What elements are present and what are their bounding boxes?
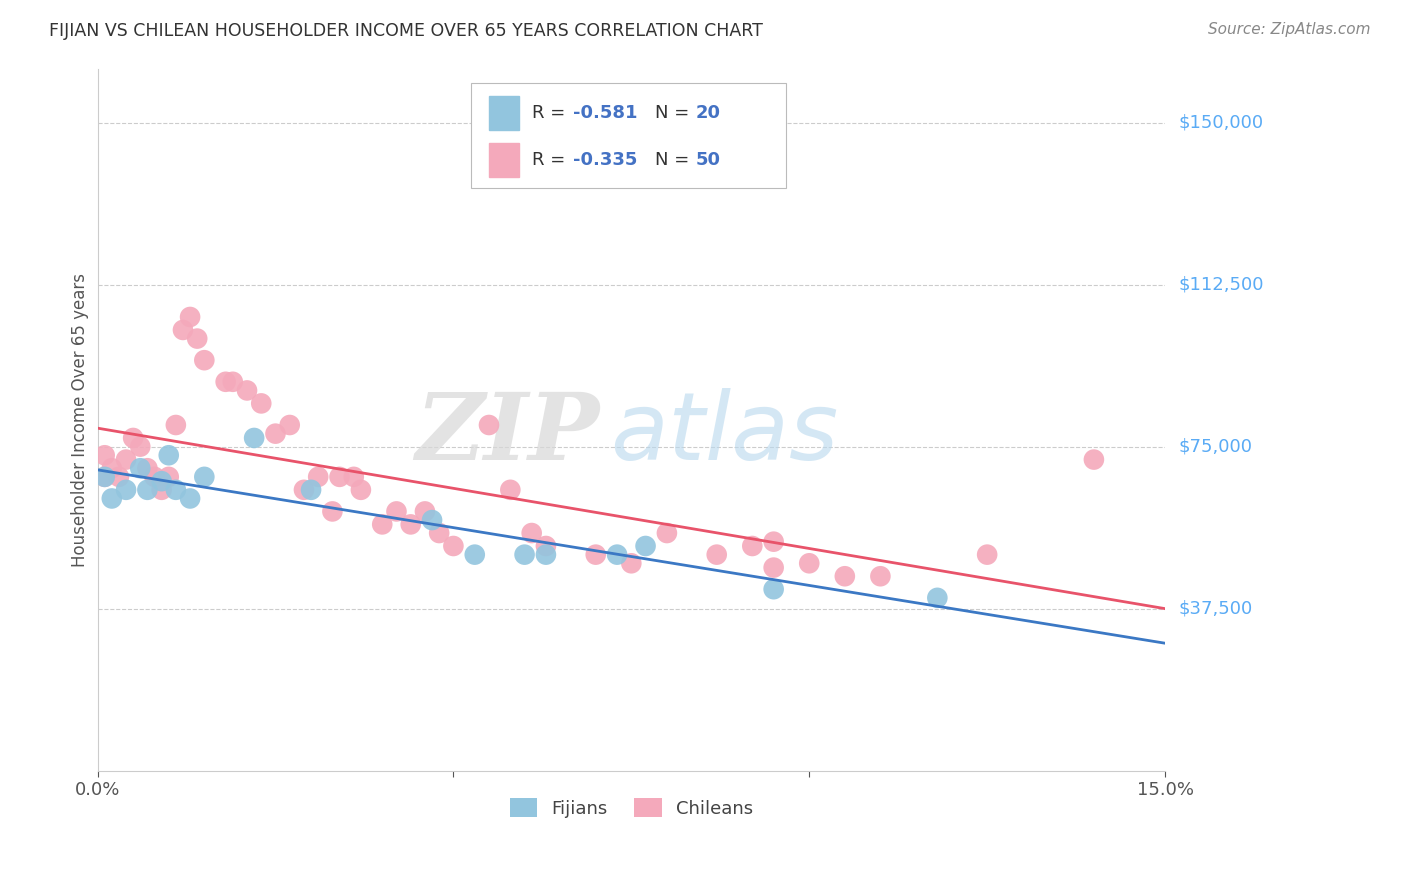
Bar — [489, 143, 519, 177]
Point — [328, 470, 350, 484]
Point — [243, 431, 266, 445]
Text: -0.581: -0.581 — [572, 103, 637, 121]
Text: $150,000: $150,000 — [1180, 113, 1264, 131]
Point — [762, 582, 785, 597]
Point — [706, 548, 728, 562]
Point — [108, 470, 131, 484]
Point — [150, 474, 173, 488]
Point — [93, 448, 115, 462]
FancyBboxPatch shape — [471, 83, 786, 188]
Point — [179, 310, 201, 324]
Text: 20: 20 — [696, 103, 720, 121]
Point — [620, 556, 643, 570]
Text: atlas: atlas — [610, 388, 838, 479]
Point — [520, 526, 543, 541]
Legend: Fijians, Chileans: Fijians, Chileans — [502, 791, 761, 825]
Point — [299, 483, 322, 497]
Text: N =: N = — [655, 151, 695, 169]
Point — [534, 539, 557, 553]
Point — [157, 470, 180, 484]
Point — [762, 560, 785, 574]
Point — [222, 375, 245, 389]
Point — [385, 504, 408, 518]
Point — [292, 483, 315, 497]
Text: N =: N = — [655, 103, 695, 121]
Text: ZIP: ZIP — [415, 389, 599, 479]
Point — [93, 470, 115, 484]
Point — [115, 452, 138, 467]
Point — [371, 517, 394, 532]
Point — [115, 483, 138, 497]
Point — [150, 483, 173, 497]
Point — [307, 470, 329, 484]
Point — [136, 483, 159, 497]
Text: $112,500: $112,500 — [1180, 276, 1264, 293]
Point — [741, 539, 763, 553]
Point — [976, 548, 998, 562]
Point — [606, 548, 628, 562]
Text: FIJIAN VS CHILEAN HOUSEHOLDER INCOME OVER 65 YEARS CORRELATION CHART: FIJIAN VS CHILEAN HOUSEHOLDER INCOME OVE… — [49, 22, 763, 40]
Point — [250, 396, 273, 410]
Point — [413, 504, 436, 518]
Point — [420, 513, 443, 527]
Text: R =: R = — [531, 103, 571, 121]
Point — [350, 483, 373, 497]
Point — [193, 470, 215, 484]
Point — [165, 483, 187, 497]
Text: -0.335: -0.335 — [572, 151, 637, 169]
Point — [278, 417, 301, 432]
Point — [499, 483, 522, 497]
Point — [799, 556, 821, 570]
Point — [129, 461, 152, 475]
Text: R =: R = — [531, 151, 571, 169]
Text: Source: ZipAtlas.com: Source: ZipAtlas.com — [1208, 22, 1371, 37]
Point — [136, 461, 159, 475]
Y-axis label: Householder Income Over 65 years: Householder Income Over 65 years — [72, 273, 89, 566]
Point — [834, 569, 856, 583]
Point — [236, 384, 259, 398]
Text: $37,500: $37,500 — [1180, 599, 1253, 617]
Point — [215, 375, 238, 389]
Point — [122, 431, 145, 445]
Point — [157, 448, 180, 462]
Point — [634, 539, 657, 553]
Point — [165, 417, 187, 432]
Point — [172, 323, 194, 337]
Text: $75,000: $75,000 — [1180, 438, 1253, 456]
Point — [927, 591, 949, 605]
Point — [193, 353, 215, 368]
Point — [343, 470, 366, 484]
Point — [179, 491, 201, 506]
Point — [464, 548, 486, 562]
Point — [427, 526, 450, 541]
Point — [534, 548, 557, 562]
Point — [186, 332, 208, 346]
Point — [655, 526, 678, 541]
Point — [101, 461, 124, 475]
Point — [478, 417, 501, 432]
Point — [513, 548, 536, 562]
Point — [93, 470, 115, 484]
Point — [264, 426, 287, 441]
Point — [441, 539, 464, 553]
Point — [869, 569, 891, 583]
Point — [143, 470, 166, 484]
Text: 50: 50 — [696, 151, 720, 169]
Point — [762, 534, 785, 549]
Bar — [489, 96, 519, 129]
Point — [321, 504, 343, 518]
Point — [585, 548, 607, 562]
Point — [129, 440, 152, 454]
Point — [101, 491, 124, 506]
Point — [1083, 452, 1105, 467]
Point — [399, 517, 422, 532]
